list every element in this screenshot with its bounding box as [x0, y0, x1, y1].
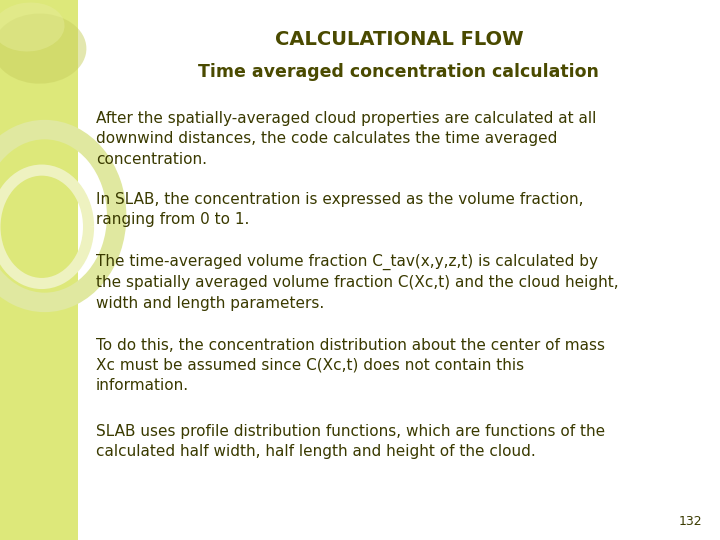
Ellipse shape [0, 3, 65, 51]
Text: In SLAB, the concentration is expressed as the volume fraction,
ranging from 0 t: In SLAB, the concentration is expressed … [96, 192, 583, 227]
Text: 132: 132 [678, 515, 702, 528]
Text: To do this, the concentration distribution about the center of mass
Xc must be a: To do this, the concentration distributi… [96, 338, 605, 393]
Ellipse shape [0, 14, 86, 84]
Text: After the spatially-averaged cloud properties are calculated at all
downwind dis: After the spatially-averaged cloud prope… [96, 111, 596, 166]
Text: The time-averaged volume fraction C_tav(x,y,z,t) is calculated by
the spatially : The time-averaged volume fraction C_tav(… [96, 254, 618, 311]
Text: CALCULATIONAL FLOW: CALCULATIONAL FLOW [274, 30, 523, 49]
Text: SLAB uses profile distribution functions, which are functions of the
calculated : SLAB uses profile distribution functions… [96, 424, 605, 460]
Text: Time averaged concentration calculation: Time averaged concentration calculation [199, 63, 599, 81]
Bar [0, 0, 78, 540]
